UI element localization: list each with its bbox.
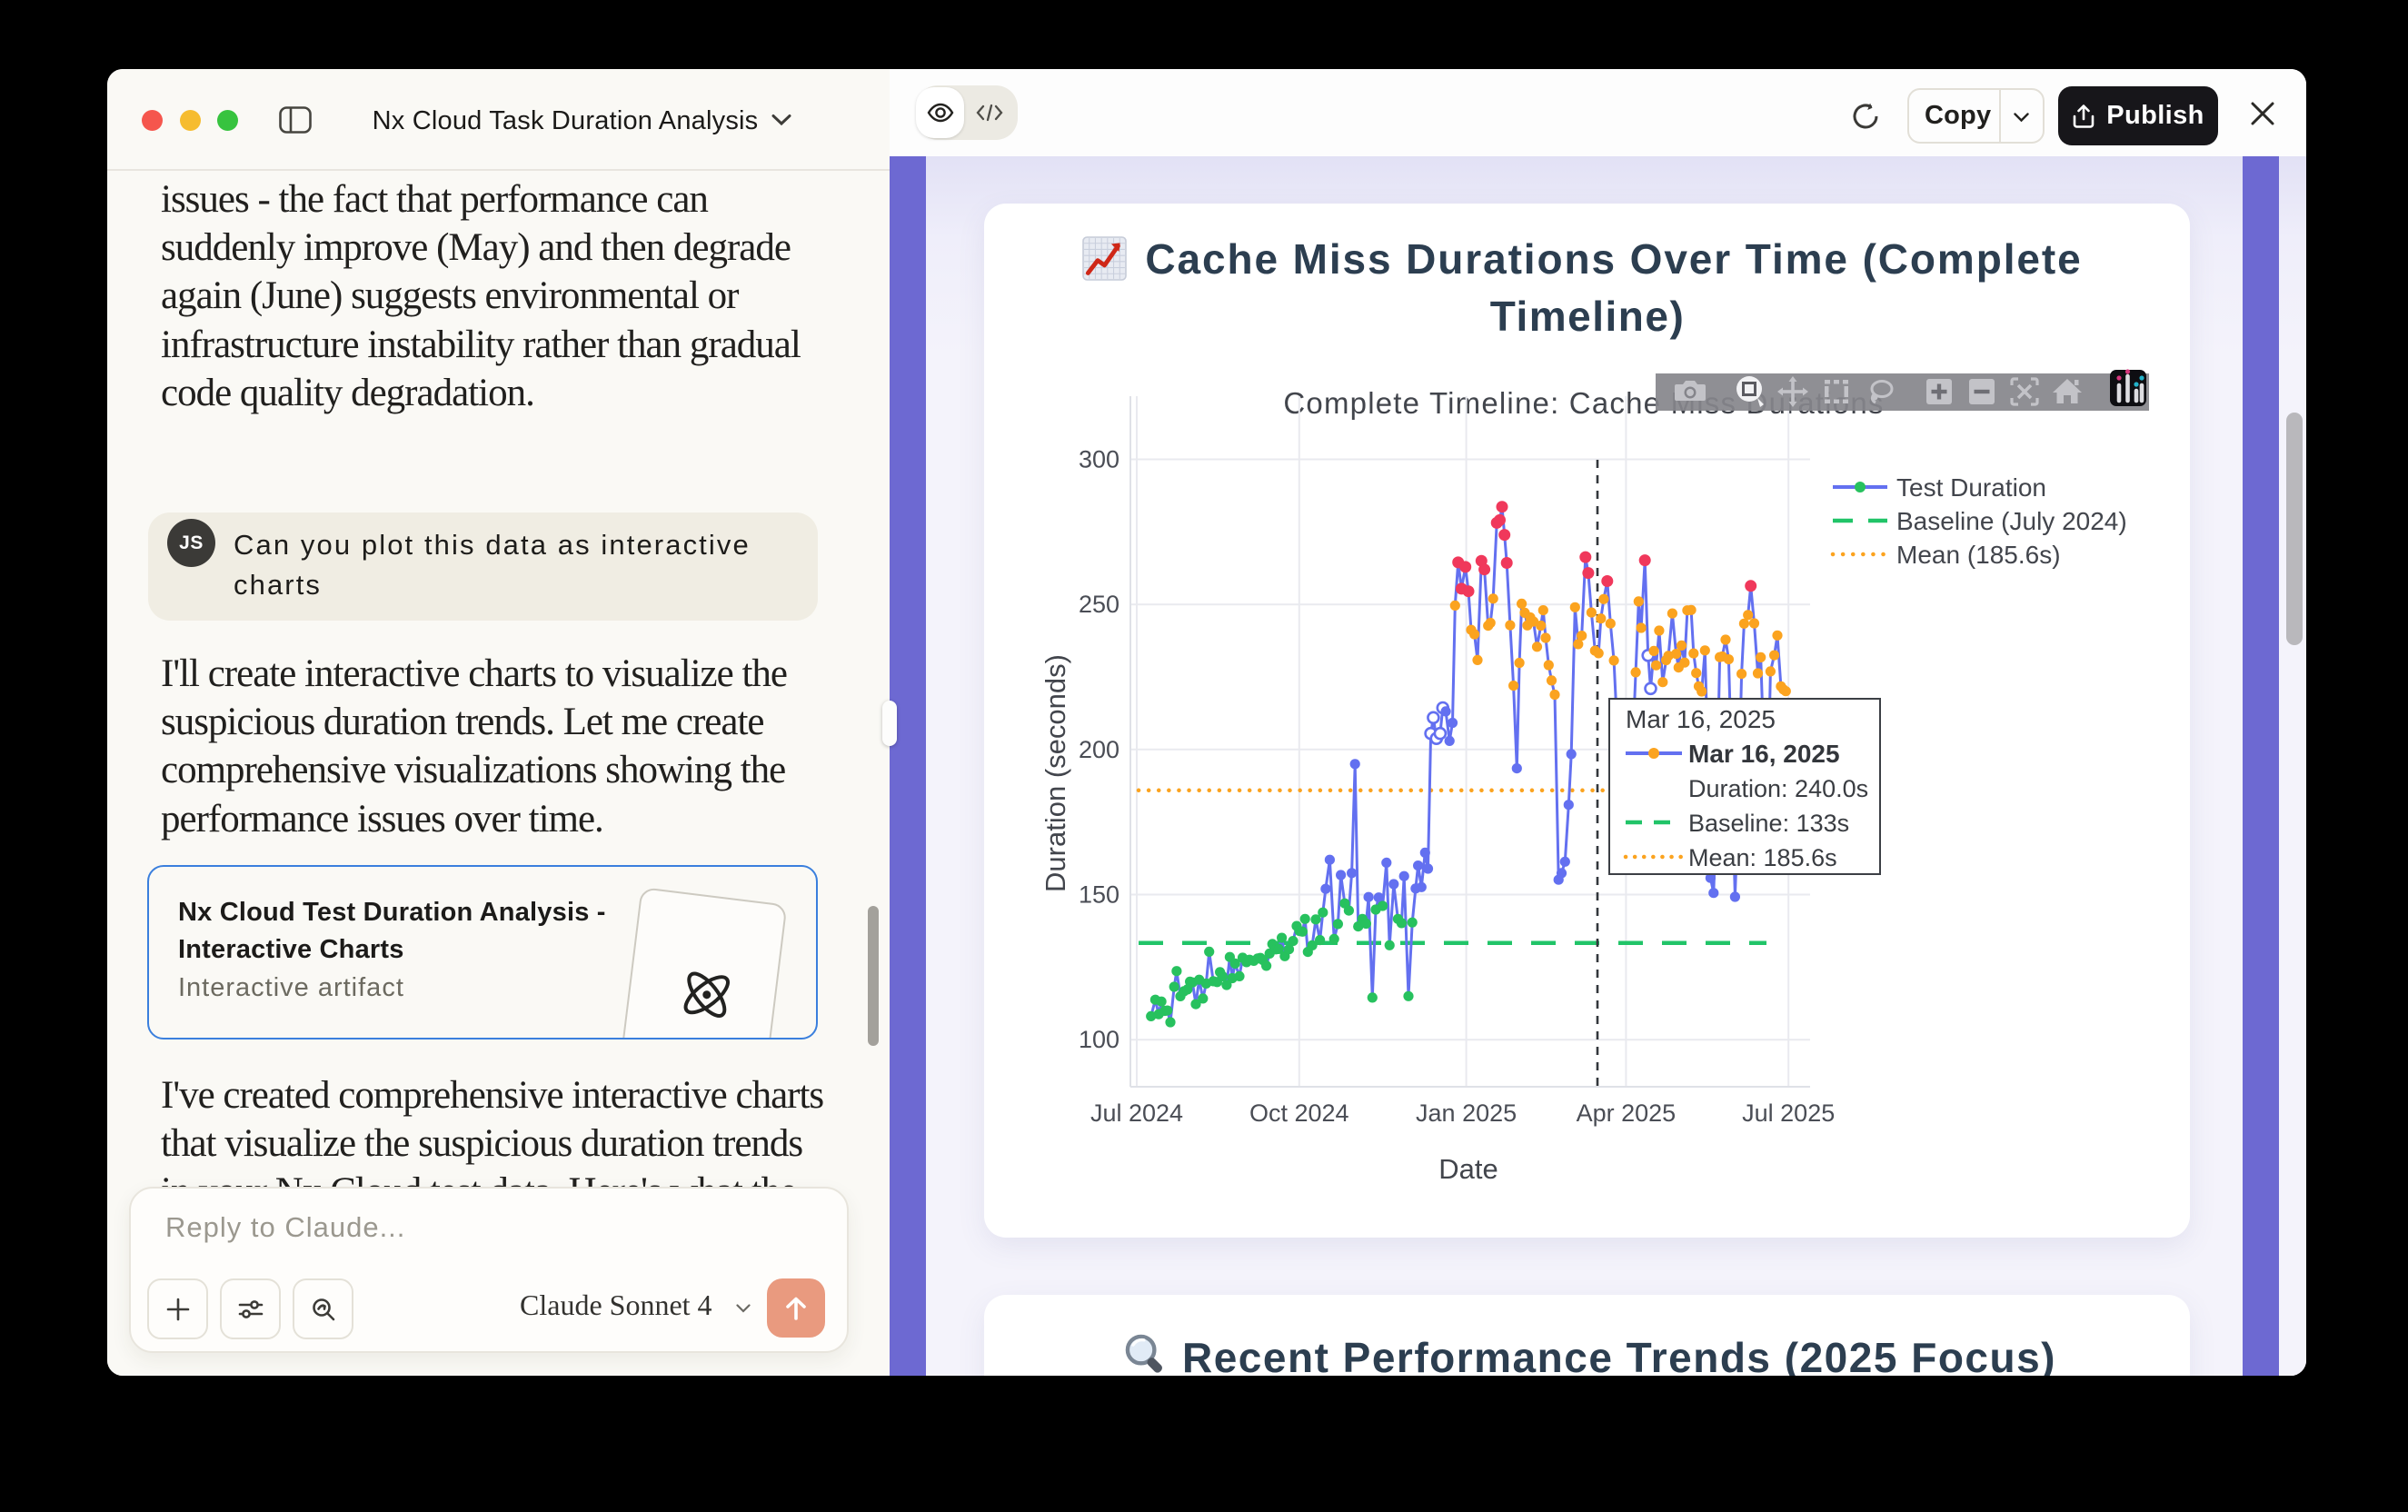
svg-text:Mar 16, 2025: Mar 16, 2025 — [1688, 740, 1840, 768]
svg-text:300: 300 — [1079, 446, 1119, 473]
svg-text:Jul 2024: Jul 2024 — [1090, 1099, 1183, 1127]
svg-text:Mar 16, 2025: Mar 16, 2025 — [1626, 705, 1776, 733]
svg-text:Test Duration: Test Duration — [1896, 473, 2046, 502]
svg-text:150: 150 — [1079, 881, 1119, 909]
svg-text:Oct 2024: Oct 2024 — [1249, 1099, 1349, 1127]
svg-text:Apr 2025: Apr 2025 — [1577, 1099, 1677, 1127]
svg-text:200: 200 — [1079, 736, 1119, 763]
svg-text:Recent Performance Trends (202: Recent Performance Trends (2025 Focus) — [1182, 1334, 2056, 1376]
svg-text:Mean: 185.6s: Mean: 185.6s — [1688, 844, 1837, 871]
svg-text:100: 100 — [1079, 1026, 1119, 1053]
svg-text:Timeline): Timeline) — [1490, 293, 1686, 340]
svg-text:Mean (185.6s): Mean (185.6s) — [1896, 541, 2061, 569]
svg-text:Duration: 240.0s: Duration: 240.0s — [1688, 775, 1868, 802]
svg-text:Duration (seconds): Duration (seconds) — [1040, 654, 1071, 892]
svg-text:Jul 2025: Jul 2025 — [1742, 1099, 1835, 1127]
svg-text:Date: Date — [1438, 1153, 1498, 1185]
svg-text:Jan 2025: Jan 2025 — [1416, 1099, 1517, 1127]
svg-text:250: 250 — [1079, 591, 1119, 618]
svg-text:Baseline (July 2024): Baseline (July 2024) — [1896, 507, 2127, 535]
svg-text:Baseline: 133s: Baseline: 133s — [1688, 810, 1849, 837]
svg-text:Cache Miss Durations Over Time: Cache Miss Durations Over Time (Complete — [1145, 235, 2082, 283]
